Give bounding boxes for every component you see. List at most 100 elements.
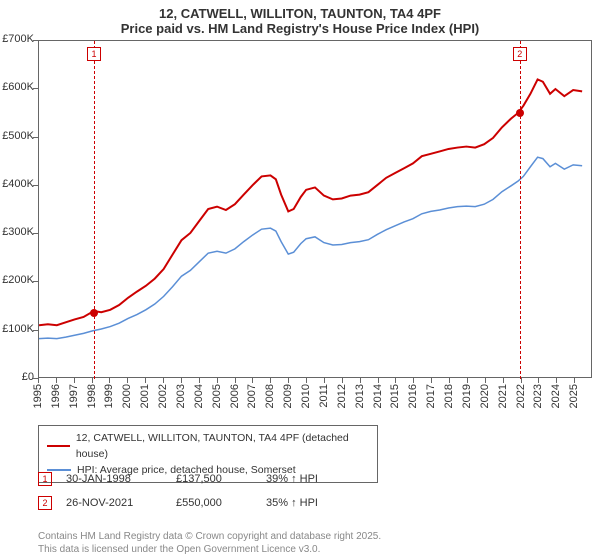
data-point-price: £137,500	[176, 473, 266, 485]
x-axis-label: 2011	[318, 384, 330, 408]
x-axis-label: 2016	[407, 384, 419, 408]
data-point-hpi: 39% ↑ HPI	[266, 473, 356, 485]
marker-box-1: 1	[87, 47, 101, 61]
y-axis-label: £100K	[0, 323, 34, 335]
x-axis-label: 2023	[532, 384, 544, 408]
x-tick	[199, 378, 200, 383]
y-tick	[33, 330, 38, 331]
x-axis-label: 2017	[425, 384, 437, 408]
x-axis-label: 2020	[479, 384, 491, 408]
x-tick	[413, 378, 414, 383]
x-axis-label: 2010	[300, 384, 312, 408]
x-tick	[109, 378, 110, 383]
x-tick	[360, 378, 361, 383]
y-axis-label: £700K	[0, 33, 34, 45]
x-tick	[252, 378, 253, 383]
data-point-row: 2 26-NOV-2021£550,00035% ↑ HPI	[38, 496, 356, 510]
x-axis-label: 2012	[336, 384, 348, 408]
data-point-marker: 2	[38, 496, 52, 510]
x-axis-label: 2006	[229, 384, 241, 408]
y-axis-label: £600K	[0, 81, 34, 93]
x-tick	[342, 378, 343, 383]
x-tick	[74, 378, 75, 383]
x-tick	[217, 378, 218, 383]
x-tick	[538, 378, 539, 383]
y-axis-label: £400K	[0, 178, 34, 190]
y-axis-label: £0	[0, 371, 34, 383]
x-tick	[521, 378, 522, 383]
x-axis-label: 2014	[372, 384, 384, 408]
x-axis-label: 2007	[246, 384, 258, 408]
x-axis-label: 2009	[282, 384, 294, 408]
title-line-2: Price paid vs. HM Land Registry's House …	[0, 21, 600, 36]
x-tick	[556, 378, 557, 383]
legend-swatch	[47, 445, 70, 447]
x-tick	[56, 378, 57, 383]
y-tick	[33, 185, 38, 186]
footer-line-1: Contains HM Land Registry data © Crown c…	[38, 530, 381, 543]
x-tick	[288, 378, 289, 383]
x-axis-label: 2004	[193, 384, 205, 408]
x-tick	[431, 378, 432, 383]
data-point-hpi: 35% ↑ HPI	[266, 497, 356, 509]
marker-dot-2	[516, 109, 524, 117]
marker-dot-1	[90, 309, 98, 317]
data-point-date: 26-NOV-2021	[66, 497, 176, 509]
x-tick	[574, 378, 575, 383]
x-axis-label: 2000	[121, 384, 133, 408]
chart-plot-area: 12	[38, 40, 592, 378]
y-tick	[33, 88, 38, 89]
x-axis-label: 1998	[86, 384, 98, 408]
x-axis-label: 2018	[443, 384, 455, 408]
data-point-price: £550,000	[176, 497, 266, 509]
legend-row: 12, CATWELL, WILLITON, TAUNTON, TA4 4PF …	[47, 430, 369, 462]
x-axis-label: 2008	[264, 384, 276, 408]
x-tick	[449, 378, 450, 383]
x-tick	[163, 378, 164, 383]
y-axis-label: £500K	[0, 130, 34, 142]
series-price_paid	[39, 79, 582, 325]
x-axis-label: 1996	[50, 384, 62, 408]
series-hpi	[39, 157, 582, 338]
x-tick	[38, 378, 39, 383]
x-tick	[235, 378, 236, 383]
x-axis-label: 2022	[515, 384, 527, 408]
x-tick	[324, 378, 325, 383]
chart-title-block: 12, CATWELL, WILLITON, TAUNTON, TA4 4PF …	[0, 0, 600, 36]
x-axis-label: 2013	[354, 384, 366, 408]
y-axis-label: £300K	[0, 226, 34, 238]
x-tick	[485, 378, 486, 383]
y-tick	[33, 281, 38, 282]
y-tick	[33, 233, 38, 234]
data-point-row: 1 30-JAN-1998£137,50039% ↑ HPI	[38, 472, 356, 486]
y-axis-label: £200K	[0, 274, 34, 286]
x-tick	[145, 378, 146, 383]
x-axis-label: 2019	[461, 384, 473, 408]
legend-label: 12, CATWELL, WILLITON, TAUNTON, TA4 4PF …	[76, 430, 369, 462]
x-tick	[181, 378, 182, 383]
x-axis-label: 2024	[550, 384, 562, 408]
marker-line-1	[94, 41, 95, 379]
x-axis-label: 2003	[175, 384, 187, 408]
x-tick	[395, 378, 396, 383]
chart-svg	[39, 41, 591, 377]
y-tick	[33, 40, 38, 41]
y-tick	[33, 137, 38, 138]
footer-line-2: This data is licensed under the Open Gov…	[38, 543, 381, 556]
x-tick	[467, 378, 468, 383]
x-tick	[503, 378, 504, 383]
x-tick	[306, 378, 307, 383]
data-point-marker: 1	[38, 472, 52, 486]
x-axis-label: 1995	[32, 384, 44, 408]
marker-line-2	[520, 41, 521, 379]
x-tick	[378, 378, 379, 383]
x-axis-label: 2001	[139, 384, 151, 408]
x-axis-label: 2025	[568, 384, 580, 408]
x-axis-label: 1999	[103, 384, 115, 408]
legend-swatch	[47, 469, 71, 471]
x-axis-label: 2005	[211, 384, 223, 408]
marker-box-2: 2	[513, 47, 527, 61]
data-point-date: 30-JAN-1998	[66, 473, 176, 485]
x-axis-label: 2015	[389, 384, 401, 408]
x-tick	[127, 378, 128, 383]
